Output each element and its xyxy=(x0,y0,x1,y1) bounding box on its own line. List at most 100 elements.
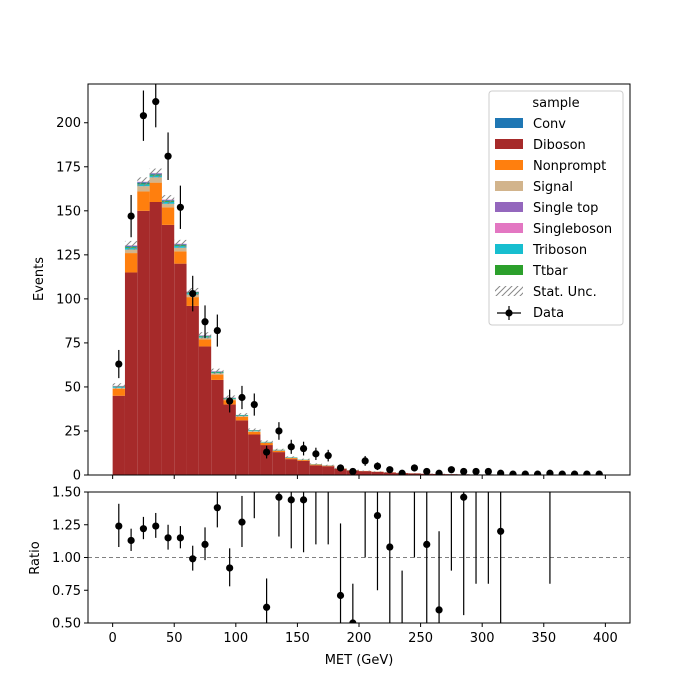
data-point xyxy=(386,466,394,474)
x-tick-label: 50 xyxy=(166,631,183,646)
data-point xyxy=(472,467,480,475)
ratio-point xyxy=(238,518,246,526)
ratio-point xyxy=(472,475,479,482)
ratio-point xyxy=(362,475,369,482)
ratio-point xyxy=(399,626,406,633)
legend-swatch-signal xyxy=(495,181,523,191)
legend-swatch-nonprompt xyxy=(495,160,523,170)
stack-bar-diboson xyxy=(174,263,187,475)
ratio-point xyxy=(127,536,135,545)
stack-bar-nonprompt xyxy=(235,416,249,421)
x-tick-label: 100 xyxy=(223,631,248,646)
data-point xyxy=(250,400,258,409)
data-point xyxy=(484,467,492,475)
x-tick-label: 150 xyxy=(285,631,310,646)
legend-title: sample xyxy=(532,96,579,111)
ratio-x-ticks: 0 50 100 150 200 250 300 350 400 xyxy=(108,623,618,646)
stack-bar-nonprompt xyxy=(198,339,212,347)
data-point xyxy=(176,203,184,211)
ratio-point xyxy=(435,606,443,614)
stack-bar-diboson xyxy=(285,459,298,475)
main-x-ticks xyxy=(112,475,606,479)
ratio-point xyxy=(189,555,197,563)
stack-bar-diboson xyxy=(149,202,162,475)
stack-bar-signal xyxy=(149,177,162,183)
stack-bar-diboson xyxy=(272,452,286,475)
stat-unc-band xyxy=(112,383,125,389)
data-point xyxy=(164,152,172,160)
ratio-y-tick-label: 0.75 xyxy=(52,584,81,599)
ratio-point xyxy=(139,525,148,533)
data-point xyxy=(189,289,197,298)
data-point xyxy=(373,462,382,470)
legend-swatch-ttbar xyxy=(495,265,523,275)
main-y-ticks: 0 25 50 75 100 125 150 175 200 xyxy=(56,116,88,484)
ratio-point xyxy=(411,475,418,482)
stat-unc-band xyxy=(260,440,273,444)
data-point xyxy=(287,443,295,451)
x-axis-label: MET (GeV) xyxy=(325,653,394,668)
stat-unc-band xyxy=(322,464,335,466)
data-point xyxy=(152,98,160,106)
stat-unc-band xyxy=(408,473,421,474)
legend: sample Conv Diboson Nonprompt Signal Single … xyxy=(488,90,624,326)
main-y-axis-label: Events xyxy=(32,257,47,301)
data-point xyxy=(127,212,135,220)
stack-bar-diboson xyxy=(161,224,175,475)
ratio-point xyxy=(373,511,382,520)
data-point xyxy=(534,470,542,475)
data-point xyxy=(201,318,209,326)
stat-unc-band xyxy=(285,456,298,459)
y-tick-label: 200 xyxy=(56,116,81,131)
data-point xyxy=(497,469,505,475)
ratio-point xyxy=(226,564,234,572)
ratio-point xyxy=(152,522,160,530)
data-point xyxy=(558,470,566,475)
stack-bar-nonprompt xyxy=(285,458,298,460)
data-point xyxy=(546,469,554,475)
x-tick-label: 250 xyxy=(408,631,433,646)
stack-bar-nonprompt xyxy=(272,450,286,453)
ratio-point xyxy=(386,543,394,551)
main-stack-bars xyxy=(112,172,606,475)
stat-unc-band xyxy=(371,471,384,473)
ratio-panel: 0.50 0.75 1.00 1.25 1.50 0 50 100 150 200 250 300 3… xyxy=(28,475,631,668)
stat-unc-band xyxy=(174,239,187,248)
ratio-point xyxy=(263,603,271,611)
stat-unc-band xyxy=(137,177,150,187)
stack-bar-nonprompt xyxy=(124,253,138,273)
ratio-y-tick-label: 1.00 xyxy=(52,551,81,566)
data-point xyxy=(398,469,406,475)
ratio-point xyxy=(336,591,345,600)
ratio-point xyxy=(325,475,332,482)
ratio-plot-area xyxy=(88,492,630,623)
stack-bar-signal xyxy=(137,186,150,192)
ratio-data-points xyxy=(115,475,553,633)
data-point xyxy=(509,470,517,475)
ratio-point xyxy=(176,534,184,542)
data-point xyxy=(361,457,369,465)
ratio-point xyxy=(546,475,553,482)
stack-bar-nonprompt xyxy=(322,465,335,467)
legend-label-signal: Signal xyxy=(533,180,573,195)
stack-bar-diboson xyxy=(297,460,310,475)
ratio-y-ticks: 0.50 0.75 1.00 1.25 1.50 xyxy=(52,486,88,632)
stack-bar-diboson xyxy=(198,346,212,475)
ratio-point xyxy=(460,493,468,501)
stat-unc-band xyxy=(235,413,249,417)
data-point xyxy=(324,452,332,460)
ratio-point xyxy=(423,540,431,549)
legend-label-data: Data xyxy=(533,306,564,321)
stack-bar-diboson xyxy=(322,466,335,475)
stack-bar-nonprompt xyxy=(161,207,175,225)
data-point xyxy=(115,360,123,368)
data-point xyxy=(275,427,283,435)
stack-bar-diboson xyxy=(248,434,261,475)
stat-unc-band xyxy=(445,473,458,475)
ratio-point xyxy=(213,504,221,512)
y-tick-label: 75 xyxy=(64,336,81,351)
data-point xyxy=(447,466,455,474)
data-point xyxy=(226,397,234,405)
ratio-y-tick-label: 1.50 xyxy=(52,486,81,501)
